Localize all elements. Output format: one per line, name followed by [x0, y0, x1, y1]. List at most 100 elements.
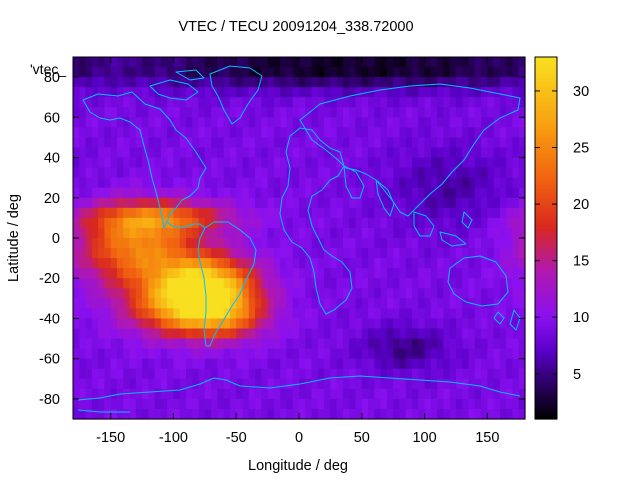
heatmap-cell [79, 107, 87, 118]
heatmap-cell [242, 97, 250, 108]
heatmap-cell [73, 308, 80, 320]
heatmap-cell [236, 298, 244, 309]
heatmap-cell [518, 348, 526, 360]
heatmap-cell [518, 87, 526, 98]
heatmap-cell [204, 227, 212, 239]
heatmap-cell [324, 378, 331, 390]
heatmap-cell [474, 398, 482, 410]
heatmap-cell [116, 77, 124, 88]
heatmap-cell [506, 67, 514, 78]
heatmap-cell [412, 107, 419, 118]
heatmap-cell [317, 187, 325, 199]
heatmap-cell [437, 137, 444, 149]
heatmap-cell [324, 318, 331, 330]
colorbar-band [535, 171, 557, 174]
heatmap-cell [481, 207, 488, 219]
heatmap-cell [73, 348, 80, 360]
heatmap-cell [186, 107, 193, 118]
heatmap-cell [123, 278, 131, 289]
heatmap-cell [481, 97, 488, 108]
heatmap-cell [135, 167, 143, 179]
colorbar-band [535, 119, 557, 122]
heatmap-cell [506, 298, 514, 309]
heatmap-cell [267, 137, 275, 149]
heatmap-cell [468, 207, 476, 219]
heatmap-cell [91, 187, 99, 199]
heatmap-cell [493, 288, 501, 299]
heatmap-cell [317, 368, 325, 380]
heatmap-cell [160, 147, 168, 159]
heatmap-cell [317, 278, 325, 289]
heatmap-cell [116, 217, 124, 229]
heatmap-cell [437, 207, 444, 219]
heatmap-cell [104, 77, 112, 88]
heatmap-cell [148, 127, 156, 139]
heatmap-cell [192, 157, 200, 169]
heatmap-cell [73, 177, 80, 189]
heatmap-cell [468, 288, 476, 299]
heatmap-cell [299, 328, 306, 340]
heatmap-cell [518, 77, 526, 88]
colorbar-band [535, 325, 557, 328]
heatmap-cell [455, 308, 463, 320]
colorbar-band [535, 365, 557, 368]
colorbar-band [535, 241, 557, 244]
heatmap-cell [518, 338, 526, 350]
heatmap-cell [437, 57, 444, 68]
heatmap-cell [261, 348, 269, 360]
heatmap-cell [280, 167, 288, 179]
heatmap-cell [518, 217, 526, 229]
heatmap-cell [135, 217, 143, 229]
heatmap-cell [487, 398, 495, 410]
heatmap-cell [79, 127, 87, 139]
heatmap-cell [261, 127, 269, 139]
heatmap-cell [236, 338, 244, 350]
heatmap-cell [462, 348, 470, 360]
heatmap-cell [518, 258, 526, 269]
colorbar-band [535, 405, 557, 408]
heatmap-cell [292, 167, 300, 179]
heatmap-cell [167, 308, 175, 320]
heatmap-cell [73, 358, 80, 370]
heatmap-cell [248, 67, 256, 78]
heatmap-cell [267, 187, 275, 199]
heatmap-cell [98, 227, 105, 239]
heatmap-cell [223, 147, 231, 159]
heatmap-cell [179, 238, 187, 249]
coast-arctic-islands [149, 69, 205, 101]
heatmap-cell [123, 338, 131, 350]
colorbar-band [535, 61, 557, 64]
colorbar-band [535, 137, 557, 140]
heatmap-cell [506, 187, 514, 199]
heatmap-cell [85, 87, 93, 98]
heatmap-cell [280, 97, 288, 108]
heatmap-cell [449, 137, 457, 149]
heatmap-cell [248, 57, 256, 68]
colorbar-band [535, 207, 557, 210]
heatmap-cell [393, 298, 401, 309]
heatmap-cell [123, 298, 131, 309]
heatmap-cell [280, 207, 288, 219]
heatmap-cell [493, 57, 501, 68]
heatmap-cell [299, 288, 306, 299]
heatmap-cell [98, 378, 105, 390]
heatmap-cell [255, 408, 262, 420]
heatmap-cell [98, 187, 105, 199]
heatmap-cell [261, 147, 269, 159]
heatmap-cell [342, 157, 350, 169]
heatmap-cell [211, 77, 218, 88]
y-tick-label: 40 [44, 151, 60, 167]
heatmap-cell [437, 197, 444, 209]
heatmap-cell [261, 177, 269, 189]
heatmap-cell [324, 157, 331, 169]
heatmap-cell [393, 318, 401, 330]
heatmap-cell [299, 107, 306, 118]
heatmap-cell [110, 408, 118, 420]
heatmap-cell [468, 197, 476, 209]
heatmap-cell [361, 157, 369, 169]
heatmap-cell [198, 378, 206, 390]
heatmap-cell [198, 147, 206, 159]
chart-title: VTEC / TECU 20091204_338.72000 [178, 19, 413, 35]
heatmap-cell [462, 107, 470, 118]
heatmap-cell [142, 167, 149, 179]
